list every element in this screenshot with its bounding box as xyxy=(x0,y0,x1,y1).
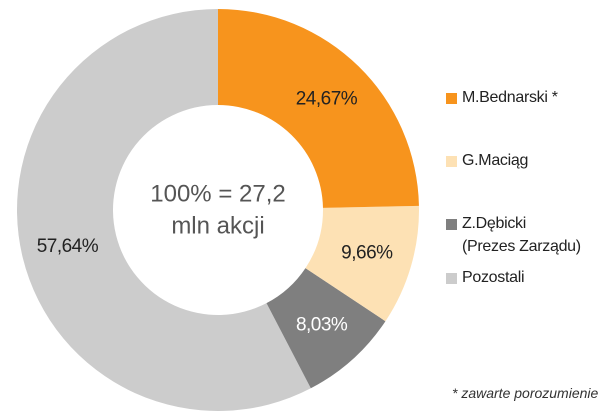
center-text: mln akcji xyxy=(171,212,264,239)
legend-label: G.Maciąg xyxy=(462,152,529,169)
center-text: 100% = 27,2 xyxy=(150,180,285,207)
slice-label: 57,64% xyxy=(37,236,99,257)
chart: 100% = 27,2 mln akcji 24,67% 9,66% 8,03% 57… xyxy=(16,9,419,411)
legend-item: Z.Dębicki (Prezes Zarządu) xyxy=(446,215,610,270)
slice-label: 9,66% xyxy=(341,242,393,263)
legend-swatch xyxy=(446,93,457,104)
legend-label: Z.Dębicki (Prezes Zarządu) xyxy=(462,215,581,255)
donut-slice xyxy=(16,9,311,411)
legend-label: Pozostali xyxy=(462,269,525,286)
slice-label: 8,03% xyxy=(296,314,348,335)
donut-slice xyxy=(266,268,386,389)
legend-swatch xyxy=(446,273,457,284)
slice-label: 24,67% xyxy=(296,88,358,109)
legend: M.Bednarski * G.Maciąg Z.Dębicki (Prezes Z… xyxy=(446,89,610,333)
donut-slice xyxy=(218,9,419,208)
legend-swatch xyxy=(446,219,457,230)
legend-item: G.Maciąg xyxy=(446,152,610,216)
legend-item: M.Bednarski * xyxy=(446,89,610,153)
donut-slice xyxy=(305,205,419,322)
legend-swatch xyxy=(446,156,457,167)
legend-label: M.Bednarski * xyxy=(462,89,558,106)
footnote: * zawarte porozumienie xyxy=(452,385,599,401)
legend-item: Pozostali xyxy=(446,269,610,333)
